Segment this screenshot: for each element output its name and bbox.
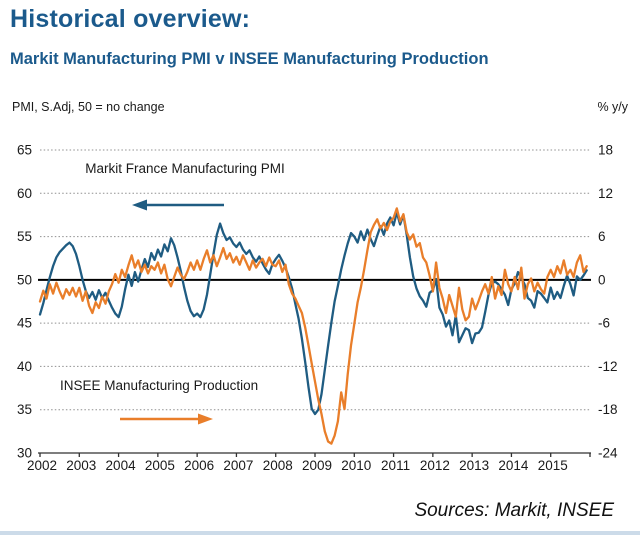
left-arrow-icon — [132, 199, 224, 211]
svg-text:0: 0 — [598, 272, 606, 287]
svg-text:-18: -18 — [598, 402, 618, 417]
svg-text:2014: 2014 — [498, 458, 529, 473]
insee-annotation: INSEE Manufacturing Production — [60, 378, 258, 425]
svg-text:55: 55 — [17, 229, 32, 244]
bottom-strip — [0, 531, 640, 535]
svg-text:30: 30 — [17, 446, 32, 461]
svg-text:45: 45 — [17, 316, 32, 331]
chart-title: Markit Manufacturing PMI v INSEE Manufac… — [10, 50, 489, 68]
svg-text:2009: 2009 — [302, 458, 332, 473]
svg-text:2008: 2008 — [263, 458, 293, 473]
svg-text:35: 35 — [17, 402, 32, 417]
svg-text:-24: -24 — [598, 446, 618, 461]
axis-tick-labels: 30 35 40 45 50 55 60 65 -24 -18 -12 -6 0 6 12 18 2002 200… — [17, 143, 618, 474]
svg-text:60: 60 — [17, 186, 32, 201]
svg-text:-6: -6 — [598, 316, 610, 331]
svg-text:50: 50 — [17, 272, 32, 287]
svg-text:12: 12 — [598, 186, 613, 201]
svg-text:2007: 2007 — [223, 458, 253, 473]
svg-text:2004: 2004 — [106, 458, 137, 473]
axes — [38, 452, 591, 457]
svg-text:2005: 2005 — [145, 458, 175, 473]
source-note: Sources: Markit, INSEE — [414, 500, 614, 521]
left-axis-caption: PMI, S.Adj, 50 = no change — [12, 100, 165, 114]
svg-text:2011: 2011 — [381, 458, 410, 473]
svg-text:18: 18 — [598, 143, 613, 158]
pmi-annotation-label: Markit France Manufacturing PMI — [85, 161, 285, 176]
svg-text:65: 65 — [17, 143, 32, 158]
right-arrow-icon — [120, 413, 213, 425]
svg-text:2010: 2010 — [341, 458, 371, 473]
svg-text:-12: -12 — [598, 359, 618, 374]
svg-text:6: 6 — [598, 229, 606, 244]
svg-text:40: 40 — [17, 359, 32, 374]
svg-text:2002: 2002 — [27, 458, 57, 473]
svg-text:2013: 2013 — [459, 458, 489, 473]
svg-text:2006: 2006 — [184, 458, 214, 473]
svg-text:2003: 2003 — [66, 458, 96, 473]
data-series — [38, 207, 588, 445]
svg-text:2015: 2015 — [538, 458, 568, 473]
insee-annotation-label: INSEE Manufacturing Production — [60, 378, 258, 393]
pmi-production-chart: 30 35 40 45 50 55 60 65 -24 -18 -12 -6 0 6 12 18 2002 200… — [17, 143, 618, 474]
pmi-annotation: Markit France Manufacturing PMI — [85, 161, 285, 211]
svg-text:2012: 2012 — [420, 458, 450, 473]
axis-caption-row: PMI, S.Adj, 50 = no change % y/y — [0, 100, 640, 118]
right-axis-caption: % y/y — [597, 100, 628, 114]
page-title: Historical overview: — [10, 5, 251, 33]
